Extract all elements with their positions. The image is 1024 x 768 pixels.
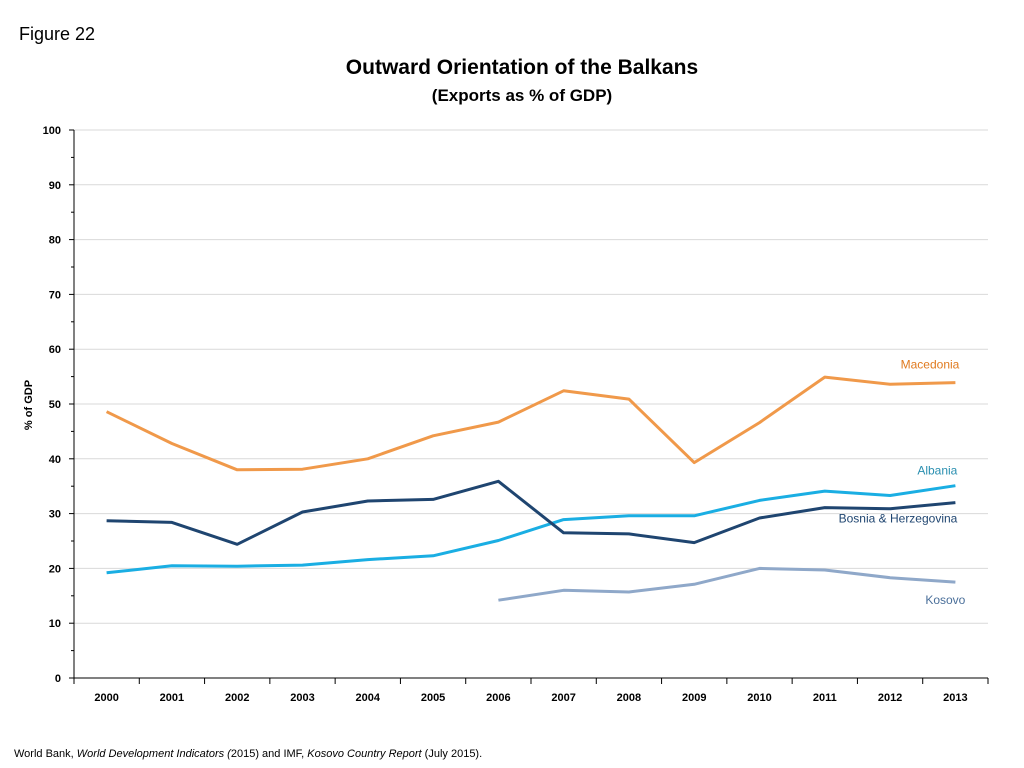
x-tick-label: 2003: [290, 692, 314, 704]
series-lines: [105, 375, 956, 602]
series-label-kosovo: Kosovo: [925, 593, 965, 607]
y-axis-title: % of GDP: [23, 380, 35, 430]
x-tick-label: 2011: [813, 692, 837, 704]
y-tick-label: 20: [49, 563, 61, 575]
x-tick-label: 2013: [943, 692, 967, 704]
series-line-kosovo: [498, 566, 956, 602]
y-tick-label: 40: [49, 454, 61, 466]
x-tick-label: 2006: [486, 692, 510, 704]
x-tick-label: 2010: [747, 692, 771, 704]
x-tick-label: 2008: [617, 692, 641, 704]
y-tick-label: 30: [49, 509, 61, 521]
x-tick-label: 2000: [94, 692, 118, 704]
x-tick-label: 2012: [878, 692, 902, 704]
x-tick-label: 2004: [356, 692, 381, 704]
axes: 0 10 20 30 40 50 60 70 80 90 100 2000 2001 2002 2003 20…: [43, 125, 989, 704]
figure-label: Figure 22: [19, 24, 96, 44]
y-tick-label: 80: [49, 235, 61, 247]
y-tick-label: 50: [49, 399, 61, 411]
series-label-bosnia-herzegovina: Bosnia & Herzegovina: [839, 512, 958, 526]
x-tick-label: 2009: [682, 692, 706, 704]
y-tick-label: 90: [49, 180, 61, 192]
x-tick-label: 2007: [551, 692, 575, 704]
source-suffix: (July 2015).: [421, 748, 483, 760]
series-line-albania: [106, 484, 956, 575]
series-labels: Macedonia Albania Bosnia & Herzegovina Koso…: [839, 358, 966, 607]
x-tick-label: 2005: [421, 692, 445, 704]
source-mid: 2015) and IMF,: [230, 748, 308, 760]
source-wdi: World Development Indicators (: [76, 748, 231, 760]
series-label-macedonia: Macedonia: [901, 358, 960, 372]
y-tick-label: 0: [55, 673, 61, 685]
x-tick-label: 2002: [225, 692, 249, 704]
source-note: World Bank, World Development Indicators…: [14, 748, 482, 760]
y-tick-label: 70: [49, 289, 61, 301]
x-tick-label: 2001: [160, 692, 184, 704]
series-line-macedonia: [105, 375, 956, 472]
chart-subtitle: (Exports as % of GDP): [431, 86, 613, 105]
series-label-albania: Albania: [917, 464, 957, 478]
series-line-bosnia-herzegovina: [106, 479, 956, 546]
y-tick-label: 100: [43, 125, 61, 137]
source-prefix: World Bank,: [14, 748, 77, 760]
source-kosovo-report: Kosovo Country Report: [307, 748, 422, 760]
chart-title: Outward Orientation of the Balkans: [345, 56, 699, 79]
gridlines: [74, 129, 988, 624]
y-tick-label: 10: [49, 618, 61, 630]
y-tick-label: 60: [49, 344, 61, 356]
